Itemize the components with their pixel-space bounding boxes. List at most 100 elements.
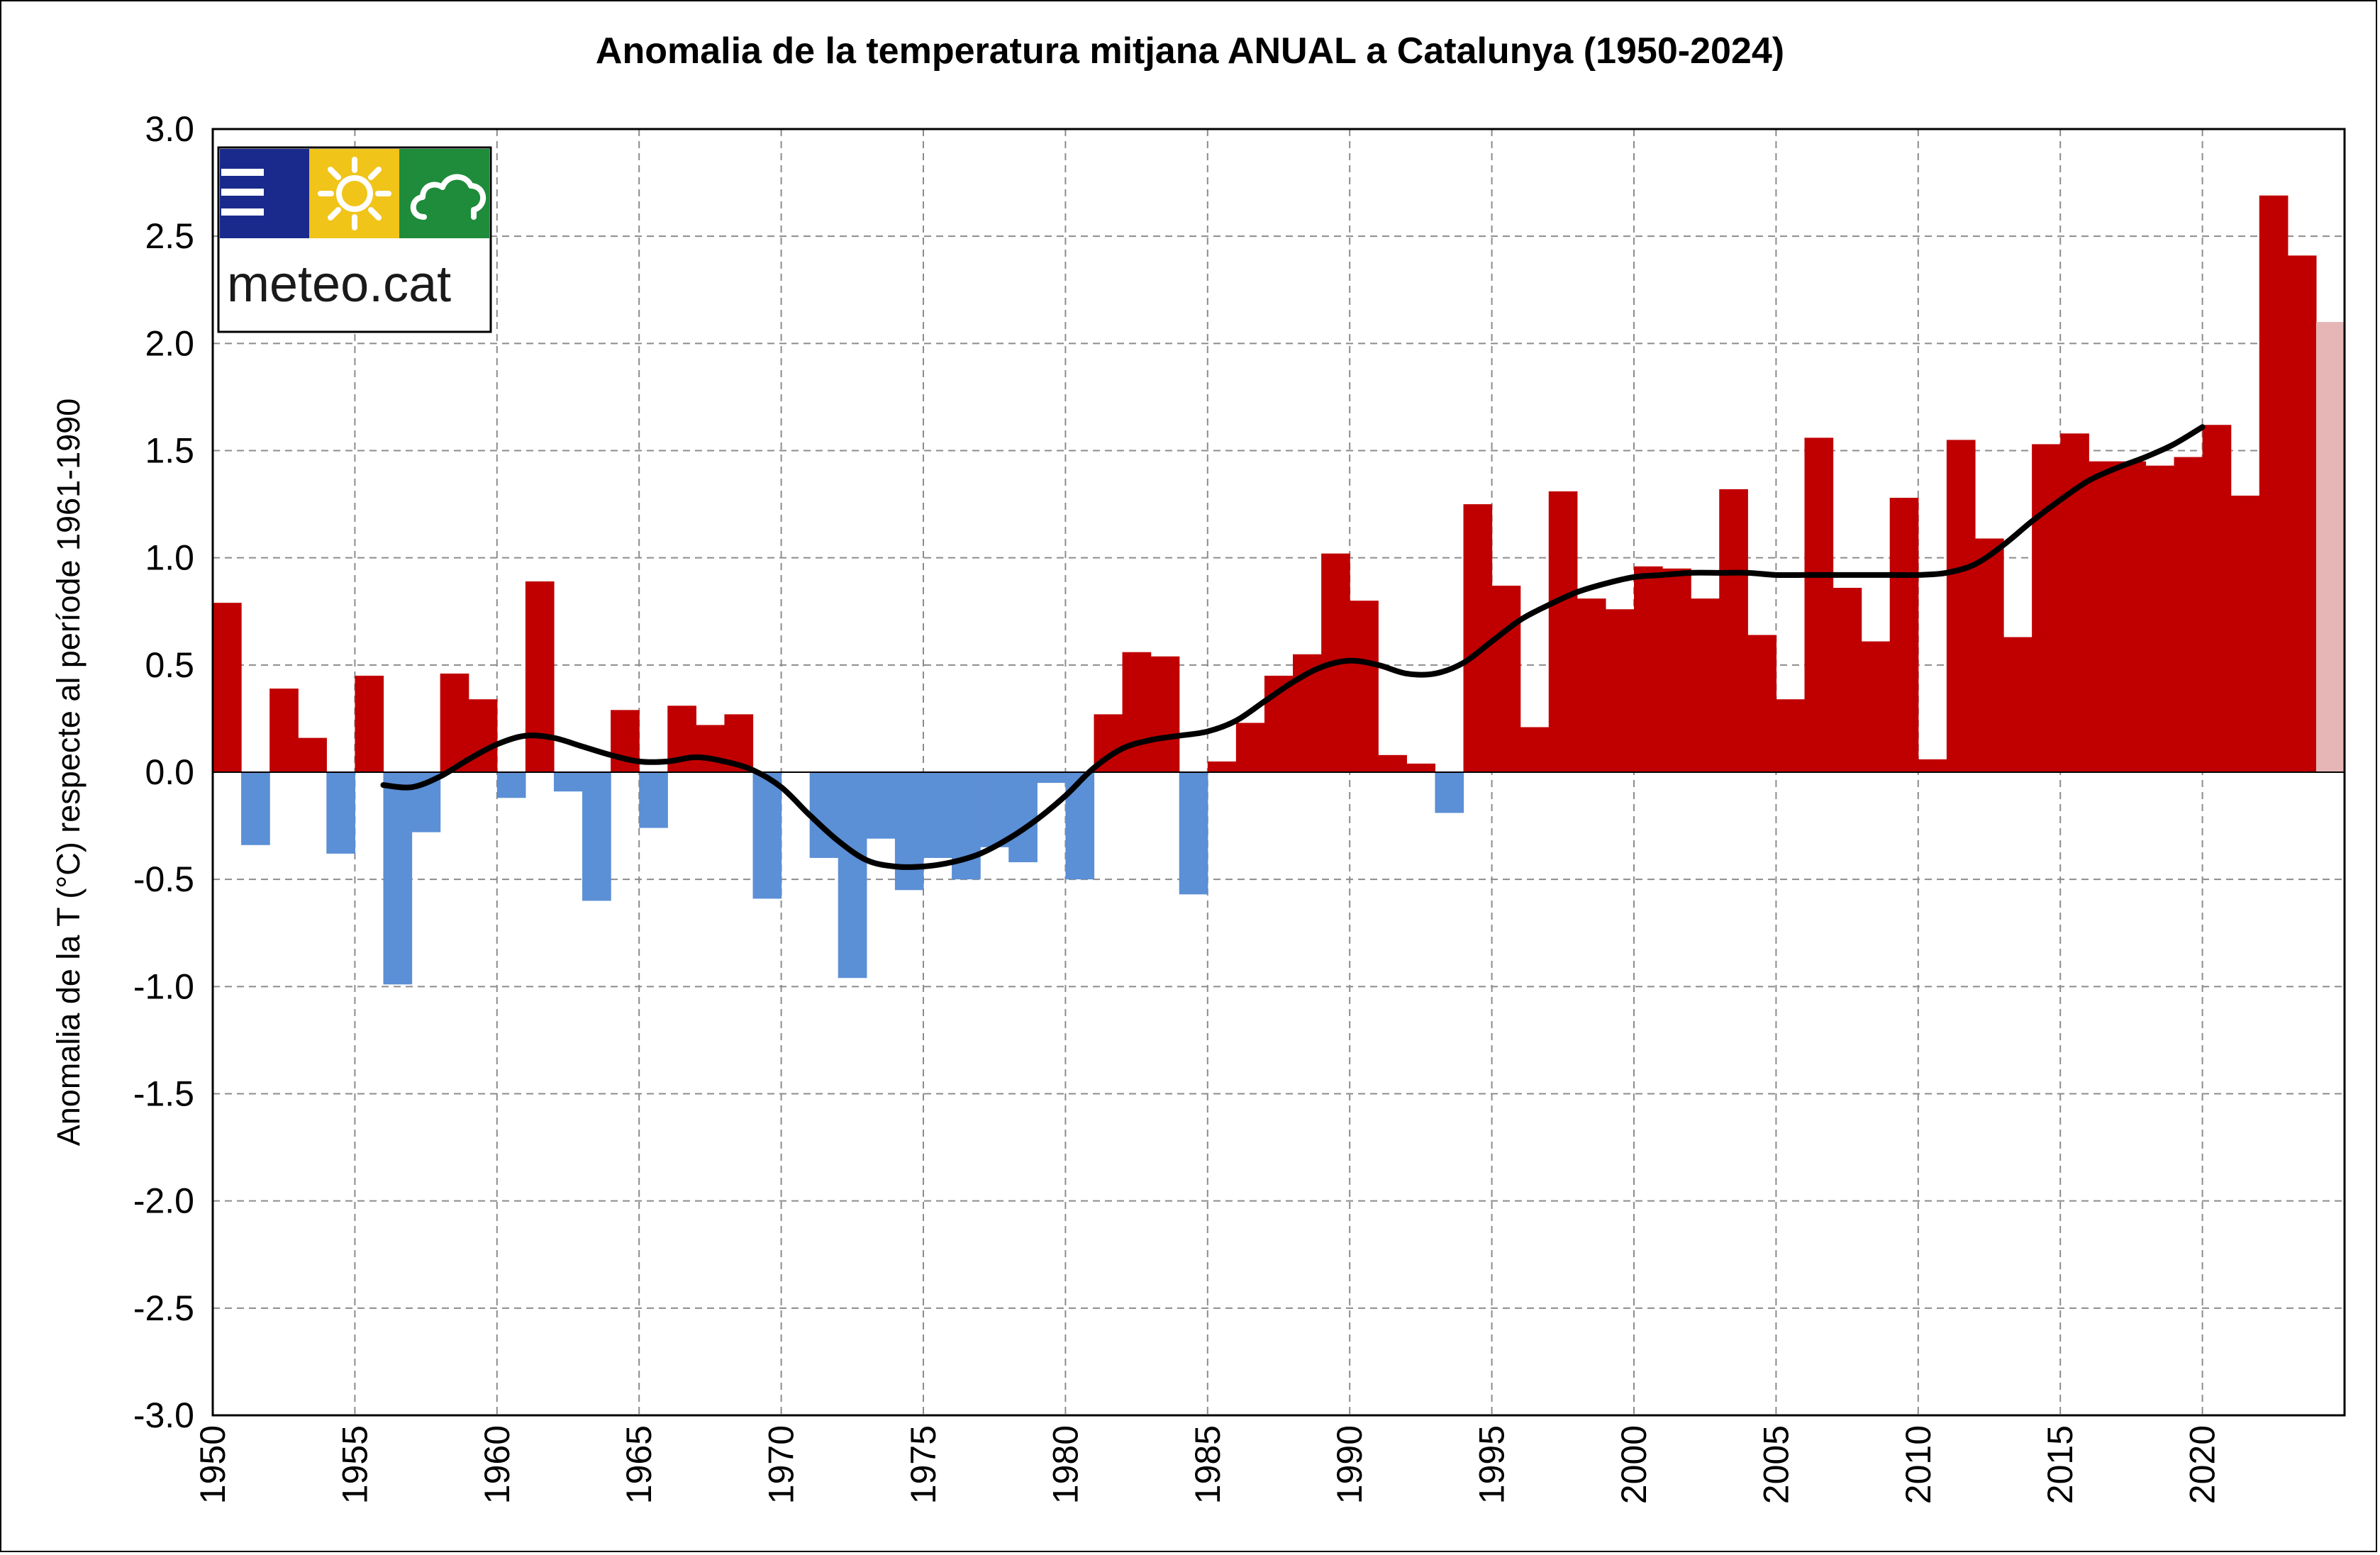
bar-2004 [1747,635,1776,772]
bar-2020 [2202,425,2232,772]
bar-1973 [866,772,896,839]
bar-1958 [440,673,469,772]
bar-1995 [1491,585,1521,772]
bar-2013 [2003,637,2033,772]
bar-2003 [1719,489,1748,772]
x-tick-label: 2000 [1614,1425,1654,1504]
x-tick-label: 1950 [193,1425,233,1504]
bar-1990 [1350,601,1379,772]
y-tick-label: 0.0 [145,752,194,792]
bar-2007 [1833,587,1862,772]
logo-text: meteo.cat [227,256,451,313]
bar-2014 [2032,444,2061,772]
x-tick-label: 1990 [1330,1425,1369,1504]
x-tick-label: 1965 [619,1425,659,1504]
y-tick-label: -2.5 [133,1288,194,1328]
bar-1996 [1520,727,1550,772]
y-tick-label: -3.0 [133,1395,194,1435]
x-tick-label: 1995 [1472,1425,1512,1504]
bar-2018 [2145,465,2175,772]
bar-1998 [1577,598,1606,772]
bar-1999 [1605,609,1635,772]
x-tick-label: 2005 [1756,1425,1796,1504]
bar-2008 [1861,641,1891,772]
bar-1974 [894,772,924,891]
bar-1965 [639,772,668,828]
sun-icon [309,149,399,238]
bar-1961 [525,581,555,772]
bar-1951 [241,772,270,845]
y-tick-label: -1.0 [133,966,194,1006]
bar-1993 [1435,772,1464,813]
bar-1971 [809,772,839,858]
bar-1984 [1179,772,1208,895]
bar-1969 [752,772,782,899]
y-tick-label: -0.5 [133,859,194,899]
bar-1954 [326,772,355,854]
bar-1991 [1378,754,1407,772]
menu-lines-icon [220,149,309,238]
bar-1982 [1122,652,1152,772]
trend-line [380,424,2206,870]
bar-1992 [1406,763,1436,772]
meteocat-logo: meteo.cat [217,146,492,333]
bar-2006 [1804,437,1834,772]
bar-1975 [923,772,952,858]
bar-1986 [1235,723,1265,772]
x-tick-labels: 1950 1955 1960 1965 1970 1975 1980 1985 1990 1995… [193,1425,2223,1504]
bar-1997 [1548,491,1578,772]
x-tick-label: 1970 [762,1425,801,1504]
bar-2021 [2230,495,2260,772]
bar-2019 [2174,457,2203,772]
bar-1977 [980,772,1009,847]
bar-1959 [468,699,498,772]
bar-2011 [1946,440,1976,772]
bar-1978 [1008,772,1038,862]
y-axis-label: Anomalia de la T (°C) respecte al períod… [50,398,87,1146]
bar-2000 [1634,566,1663,772]
bar-2024 [2315,322,2345,773]
plot-border [211,128,2346,1417]
x-tick-label: 2015 [2040,1425,2080,1504]
cloud-icon [399,149,489,238]
y-tick-label: -2.0 [133,1181,194,1221]
chart-title: Anomalia de la temperatura mitjana ANUAL… [595,30,1785,72]
y-tick-label: 1.5 [145,431,194,471]
bar-2012 [1974,538,2004,772]
x-tick-label: 2020 [2183,1425,2223,1504]
y-tick-label: 2.5 [145,216,194,256]
bar-1960 [496,772,526,798]
bar-2010 [1918,759,1947,772]
y-tick-label: 3.0 [145,109,194,149]
bar-1962 [553,772,583,792]
y-tick-label: -1.5 [133,1074,194,1114]
x-tick-label: 2010 [1898,1425,1938,1504]
bar-1952 [269,689,299,772]
bar-1950 [213,603,242,772]
bar-1967 [696,725,725,772]
bar-1972 [838,772,867,979]
bar-1983 [1150,656,1180,772]
bar-2017 [2117,461,2147,772]
bar-1985 [1207,761,1237,772]
y-tick-label: 2.0 [145,323,194,363]
y-tick-label: 1.0 [145,538,194,578]
bar-1955 [355,675,384,772]
bar-1979 [1037,772,1066,784]
bar-1956 [383,772,413,985]
bar-2005 [1776,699,1806,772]
x-tick-label: 1985 [1188,1425,1228,1504]
bar-2022 [2259,195,2289,772]
bar-1963 [582,772,611,901]
x-tick-label: 1975 [903,1425,943,1504]
bar-2016 [2089,461,2118,772]
x-tick-label: 1955 [335,1425,374,1504]
bar-2023 [2287,255,2317,772]
y-tick-labels: 3.0 2.5 2.0 1.5 1.0 0.5 0.0 -0.5 -1.0 -1.5 -2.0 -2.… [133,109,194,1435]
bar-2002 [1691,598,1720,772]
bar-2001 [1662,568,1691,772]
x-tick-label: 1980 [1045,1425,1085,1504]
bar-2009 [1889,498,1919,772]
bar-1994 [1463,504,1493,772]
